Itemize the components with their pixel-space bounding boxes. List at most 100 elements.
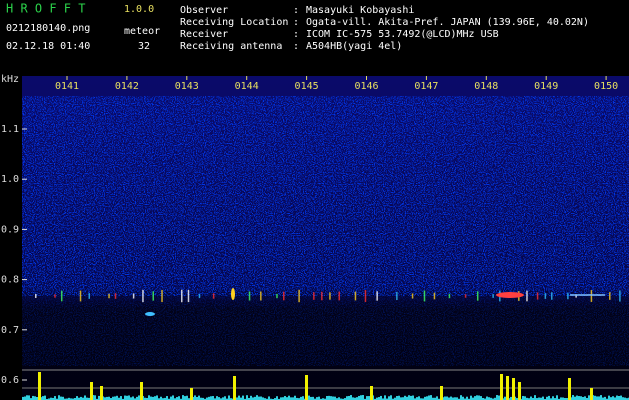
echo-streak (132, 293, 135, 299)
echo-streak (114, 293, 117, 299)
file-name: 0212180140.png (6, 23, 90, 34)
echo-streak (321, 291, 323, 301)
hist-noise (204, 398, 206, 400)
hist-noise (446, 396, 448, 400)
hist-noise (220, 398, 222, 400)
echo-streak (260, 291, 262, 301)
hist-noise (260, 396, 262, 400)
hist-noise (294, 395, 296, 400)
hist-noise (96, 398, 98, 400)
hist-noise (524, 396, 526, 400)
hist-noise (426, 396, 428, 400)
hist-noise (492, 398, 494, 400)
echo-streak (283, 291, 285, 301)
hist-noise (396, 396, 398, 400)
hist-bar (512, 378, 515, 400)
time-label: 0150 (594, 81, 618, 92)
hist-noise (72, 398, 74, 400)
hist-noise (182, 395, 184, 400)
hist-bar (590, 388, 593, 400)
hist-noise (178, 396, 180, 400)
hist-noise (208, 396, 210, 400)
echo-streak (575, 294, 577, 298)
hist-noise (152, 396, 154, 400)
hist-noise (248, 398, 250, 400)
hist-noise (584, 396, 586, 400)
echo-streak (433, 292, 436, 300)
hist-noise (292, 397, 294, 400)
hist-noise (358, 395, 360, 400)
hist-noise (556, 395, 558, 400)
hist-noise (604, 396, 606, 400)
hist-noise (264, 398, 266, 400)
hist-noise (462, 396, 464, 400)
hist-noise (308, 395, 310, 400)
hist-noise (254, 396, 256, 400)
info-value: A504HB(yagi 4el) (306, 41, 402, 52)
hist-bar (506, 376, 509, 400)
info-separator: : (293, 29, 299, 40)
hist-noise (458, 398, 460, 400)
hist-noise (588, 395, 590, 400)
hist-noise (388, 396, 390, 400)
hist-noise (44, 395, 46, 400)
hist-noise (176, 397, 178, 400)
echo-streak (60, 290, 63, 302)
time-label: 0144 (235, 81, 259, 92)
hist-noise (104, 397, 106, 400)
hist-bar (38, 372, 41, 400)
hist-noise (448, 397, 450, 400)
hist-noise (230, 398, 232, 400)
hist-noise (154, 396, 156, 400)
hist-noise (488, 397, 490, 400)
hist-noise (278, 398, 280, 400)
info-label: Receiving Location (180, 17, 288, 28)
hist-noise (168, 398, 170, 400)
hist-noise (394, 397, 396, 400)
hist-bar (518, 382, 521, 400)
hist-noise (560, 397, 562, 400)
hist-noise (404, 395, 406, 400)
hist-noise (312, 396, 314, 400)
hist-noise (180, 398, 182, 400)
info-value: Ogata-vill. Akita-Pref. JAPAN (139.96E, … (306, 17, 589, 28)
hist-noise (566, 398, 568, 400)
hist-noise (150, 396, 152, 400)
hist-noise (558, 398, 560, 400)
hist-noise (410, 395, 412, 400)
hist-noise (470, 395, 472, 400)
hist-noise (108, 396, 110, 400)
hist-noise (386, 398, 388, 400)
hist-noise (336, 398, 338, 400)
hist-noise (34, 396, 36, 400)
hist-noise (148, 395, 150, 400)
hist-noise (366, 396, 368, 400)
hist-noise (130, 397, 132, 400)
hist-noise (280, 397, 282, 400)
hist-noise (444, 396, 446, 400)
hist-noise (184, 396, 186, 400)
hist-noise (224, 396, 226, 400)
hist-noise (472, 397, 474, 400)
hist-noise (450, 396, 452, 400)
hist-noise (68, 397, 70, 400)
hist-noise (172, 395, 174, 400)
hist-bar (440, 386, 443, 400)
hist-noise (238, 395, 240, 400)
hist-noise (52, 397, 54, 400)
hist-noise (342, 398, 344, 400)
hist-noise (258, 396, 260, 400)
hist-noise (274, 398, 276, 400)
hist-noise (284, 396, 286, 400)
hist-noise (330, 396, 332, 400)
hist-noise (616, 395, 618, 400)
hist-noise (156, 395, 158, 400)
echo-streak (276, 293, 278, 299)
hist-noise (76, 396, 78, 400)
hist-noise (356, 397, 358, 400)
hist-noise (380, 395, 382, 400)
hist-bar (305, 375, 308, 400)
echo-streak (198, 293, 201, 299)
hist-noise (614, 397, 616, 400)
